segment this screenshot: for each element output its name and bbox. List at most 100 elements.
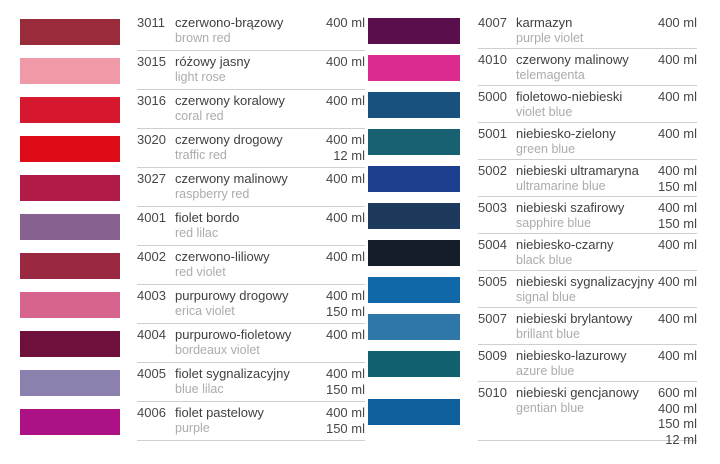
color-name-english: black blue — [516, 253, 573, 267]
color-swatch — [368, 398, 460, 425]
volume-value: 400 ml — [657, 200, 697, 215]
color-row-info: 4003 purpurowy drogowy erica violet 400 … — [137, 285, 365, 324]
volume-value: 400 ml — [325, 288, 365, 303]
color-row-info: 3016 czerwony koralowy coral red 400 ml — [137, 90, 365, 129]
volume-list: 600 ml 400 ml 150 ml 12 ml — [658, 385, 697, 447]
color-row: 5009 niebiesko-lazurowy azure blue 400 m… — [368, 345, 697, 382]
color-swatch — [20, 96, 120, 123]
color-row: 5000 fioletowo-niebieski violet blue 400… — [368, 86, 697, 123]
color-row: 4003 purpurowy drogowy erica violet 400 … — [20, 285, 365, 324]
color-code: 3015 — [137, 54, 166, 69]
volume-value: 400 ml — [657, 163, 697, 178]
color-table-right-column: 4007 karmazyn purple violet 400 ml 4010 … — [368, 12, 697, 447]
color-row-info: 4004 purpurowo-fioletowy bordeaux violet… — [137, 324, 365, 363]
volume-value: 400 ml — [325, 15, 365, 30]
color-row-info: 5005 niebieski sygnalizacyjny signal blu… — [478, 271, 697, 308]
color-swatch — [368, 54, 460, 81]
color-name-polish: czerwony malinowy — [516, 52, 629, 67]
color-code: 3016 — [137, 93, 166, 108]
volume-value: 400 ml — [325, 93, 365, 108]
color-swatch — [20, 135, 120, 162]
color-names: karmazyn purple violet — [516, 15, 658, 48]
color-row: 4005 fiolet sygnalizacyjny blue lilac 40… — [20, 363, 365, 402]
color-row: 5010 niebieski gencjanowy gentian blue 6… — [368, 382, 697, 447]
color-code: 4001 — [137, 210, 166, 225]
color-row-info: 5002 niebieski ultramaryna ultramarine b… — [478, 160, 697, 197]
color-name-english: bordeaux violet — [175, 343, 260, 357]
color-name-polish: niebieski gencjanowy — [516, 385, 639, 400]
volume-value: 400 ml — [325, 249, 365, 264]
color-row: 3016 czerwony koralowy coral red 400 ml — [20, 90, 365, 129]
color-name-polish: niebiesko-lazurowy — [516, 348, 627, 363]
volume-list: 400 ml — [658, 237, 697, 270]
volume-list: 400 ml — [326, 210, 365, 245]
color-swatch — [368, 17, 460, 44]
color-code: 5003 — [478, 200, 507, 215]
color-name-polish: fiolet sygnalizacyjny — [175, 366, 290, 381]
color-names: purpurowy drogowy erica violet — [175, 288, 326, 323]
color-names: fioletowo-niebieski violet blue — [516, 89, 658, 122]
volume-list: 400 ml — [326, 327, 365, 362]
color-row: 3027 czerwony malinowy raspberry red 400… — [20, 168, 365, 207]
color-name-english: purple — [175, 421, 210, 435]
color-code: 4005 — [137, 366, 166, 381]
color-row: 3015 różowy jasny light rose 400 ml — [20, 51, 365, 90]
color-swatch — [20, 18, 120, 45]
volume-value: 400 ml — [657, 237, 697, 252]
color-swatch — [20, 291, 120, 318]
volume-list: 400 ml — [658, 311, 697, 344]
color-name-english: telemagenta — [516, 68, 585, 82]
color-row: 5004 niebiesko-czarny black blue 400 ml — [368, 234, 697, 271]
color-name-english: brillant blue — [516, 327, 580, 341]
color-swatch — [20, 252, 120, 279]
volume-list: 400 ml — [658, 126, 697, 159]
color-names: fiolet pastelowy purple — [175, 405, 326, 440]
color-name-polish: fioletowo-niebieski — [516, 89, 623, 104]
color-code: 5000 — [478, 89, 507, 104]
color-names: niebieski ultramaryna ultramarine blue — [516, 163, 658, 196]
color-names: fiolet bordo red lilac — [175, 210, 326, 245]
volume-value: 400 ml — [325, 54, 365, 69]
color-names: niebieski szafirowy sapphire blue — [516, 200, 658, 233]
color-name-english: violet blue — [516, 105, 573, 119]
volume-list: 400 ml 150 ml — [326, 405, 365, 440]
color-code: 4006 — [137, 405, 166, 420]
color-name-english: red violet — [175, 265, 226, 279]
volume-value: 400 ml — [325, 132, 365, 147]
color-code: 3011 — [137, 15, 165, 30]
color-name-english: azure blue — [516, 364, 575, 378]
color-row-info: 4010 czerwony malinowy telemagenta 400 m… — [478, 49, 697, 86]
volume-list: 400 ml — [326, 249, 365, 284]
color-code: 5009 — [478, 348, 507, 363]
color-name-english: ultramarine blue — [516, 179, 606, 193]
color-row-info: 4006 fiolet pastelowy purple 400 ml 150 m… — [137, 402, 365, 441]
color-code: 3020 — [137, 132, 166, 147]
color-name-polish: niebieski ultramaryna — [516, 163, 639, 178]
color-row: 5007 niebieski brylantowy brillant blue … — [368, 308, 697, 345]
volume-value: 150 ml — [325, 420, 365, 436]
color-name-polish: niebieski brylantowy — [516, 311, 633, 326]
color-row: 5002 niebieski ultramaryna ultramarine b… — [368, 160, 697, 197]
color-name-english: brown red — [175, 31, 231, 45]
volume-value: 400 ml — [325, 405, 365, 420]
color-name-english: signal blue — [516, 290, 576, 304]
volume-list: 400 ml — [326, 171, 365, 206]
color-row: 4002 czerwono-liliowy red violet 400 ml — [20, 246, 365, 285]
volume-value: 400 ml — [325, 327, 365, 342]
color-table-left-column: 3011 czerwono-brązowy brown red 400 ml 3… — [20, 12, 365, 441]
color-row-info: 4002 czerwono-liliowy red violet 400 ml — [137, 246, 365, 285]
color-code: 4007 — [478, 15, 507, 30]
color-row: 5005 niebieski sygnalizacyjny signal blu… — [368, 271, 697, 308]
volume-list: 400 ml — [658, 89, 697, 122]
color-name-polish: czerwony malinowy — [175, 171, 288, 186]
color-row-info: 5004 niebiesko-czarny black blue 400 ml — [478, 234, 697, 271]
color-names: czerwony drogowy traffic red — [175, 132, 326, 167]
volume-list: 400 ml 150 ml — [326, 366, 365, 401]
color-name-english: green blue — [516, 142, 576, 156]
color-row-info: 5001 niebiesko-zielony green blue 400 ml — [478, 123, 697, 160]
color-swatch — [368, 350, 460, 377]
color-name-english: raspberry red — [175, 187, 250, 201]
color-name-polish: fiolet pastelowy — [175, 405, 264, 420]
color-row-info: 5007 niebieski brylantowy brillant blue … — [478, 308, 697, 345]
